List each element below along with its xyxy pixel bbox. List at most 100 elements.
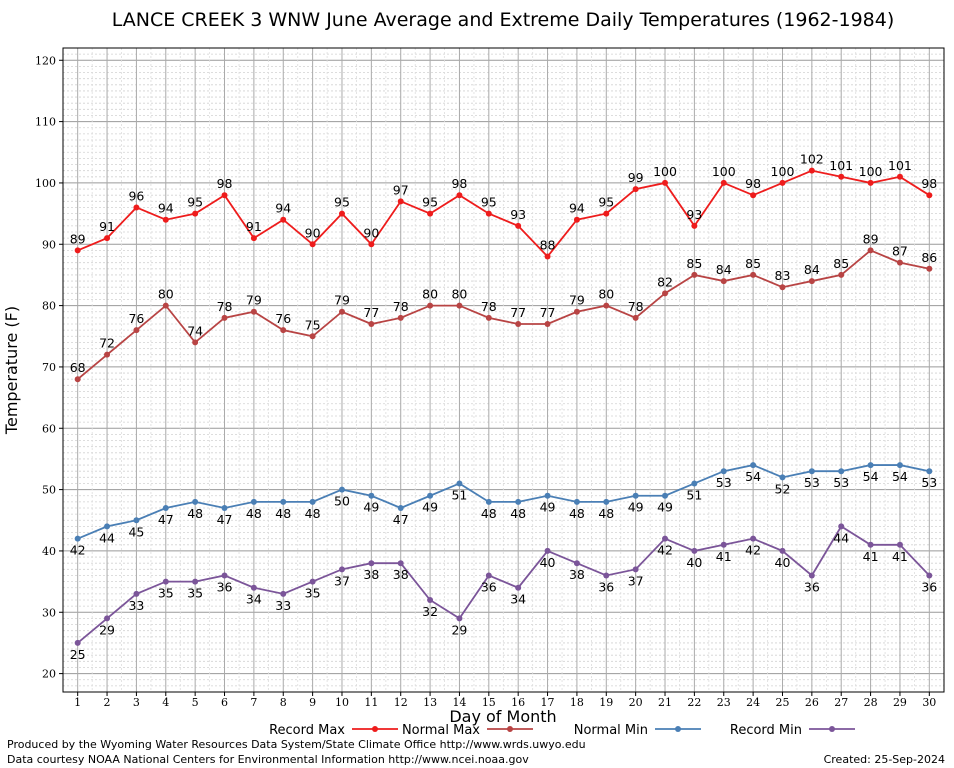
data-label-normal-min: 47 — [217, 512, 233, 527]
data-point-normal-min — [720, 468, 727, 475]
data-label-record-max: 95 — [187, 195, 203, 210]
data-point-normal-max — [691, 271, 698, 278]
data-label-normal-max: 79 — [246, 293, 262, 308]
chart-title: LANCE CREEK 3 WNW June Average and Extre… — [112, 9, 895, 31]
data-point-record-min — [838, 523, 845, 530]
legend-label-normal-max: Normal Max — [402, 723, 480, 738]
data-label-normal-min: 52 — [775, 481, 791, 496]
data-point-normal-min — [368, 492, 375, 499]
data-point-record-max — [485, 210, 492, 217]
data-label-normal-min: 48 — [187, 506, 203, 521]
data-point-record-min — [309, 578, 316, 585]
data-label-record-max: 94 — [275, 201, 291, 216]
data-point-record-max — [456, 192, 463, 199]
data-point-record-max — [338, 210, 345, 217]
data-point-normal-max — [133, 327, 140, 334]
x-tick-label: 6 — [221, 696, 228, 709]
data-point-normal-min — [838, 468, 845, 475]
data-point-record-max — [427, 210, 434, 217]
data-point-normal-min — [808, 468, 815, 475]
data-point-record-min — [662, 535, 669, 542]
data-point-normal-min — [750, 462, 757, 469]
legend-marker-record-min — [829, 726, 835, 732]
data-point-record-min — [133, 590, 140, 597]
data-label-record-min: 38 — [569, 567, 585, 582]
data-point-normal-max — [162, 302, 169, 309]
data-point-normal-min — [544, 492, 551, 499]
y-tick-label: 120 — [35, 54, 56, 67]
data-label-record-max: 102 — [800, 152, 824, 167]
data-label-record-min: 32 — [422, 604, 438, 619]
data-label-record-max: 95 — [334, 195, 350, 210]
y-tick-label: 40 — [42, 545, 56, 558]
legend-label-record-max: Record Max — [269, 723, 345, 738]
data-label-record-max: 94 — [569, 201, 585, 216]
data-label-record-max: 94 — [158, 201, 174, 216]
data-label-normal-min: 47 — [158, 512, 174, 527]
data-point-normal-max — [485, 314, 492, 321]
legend-marker-record-max — [372, 726, 378, 732]
data-label-normal-min: 49 — [540, 500, 556, 515]
data-point-normal-max — [74, 376, 81, 383]
data-point-normal-max — [662, 290, 669, 297]
data-label-normal-max: 72 — [99, 336, 115, 351]
data-point-record-max — [104, 235, 111, 242]
data-point-normal-max — [808, 278, 815, 285]
data-label-normal-max: 76 — [128, 311, 144, 326]
data-point-record-min — [250, 584, 257, 591]
data-point-record-max — [926, 192, 933, 199]
x-tick-label: 7 — [250, 696, 257, 709]
data-label-normal-max: 78 — [628, 299, 644, 314]
data-label-record-min: 35 — [305, 586, 321, 601]
x-tick-label: 20 — [629, 696, 643, 709]
data-point-normal-min — [896, 462, 903, 469]
x-tick-label: 18 — [570, 696, 584, 709]
data-point-normal-max — [250, 308, 257, 315]
data-label-normal-max: 78 — [217, 299, 233, 314]
data-label-normal-min: 53 — [716, 475, 732, 490]
series-line-normal-max — [77, 249, 930, 380]
data-point-record-min — [896, 541, 903, 548]
x-tick-label: 23 — [717, 696, 731, 709]
data-point-record-max — [397, 198, 404, 205]
data-point-record-max — [280, 216, 287, 223]
data-point-record-min — [485, 572, 492, 579]
data-label-record-min: 38 — [363, 567, 379, 582]
y-tick-label: 90 — [42, 238, 56, 251]
data-point-normal-max — [515, 321, 522, 327]
x-tick-label: 17 — [541, 696, 555, 709]
data-label-normal-max: 77 — [510, 305, 526, 320]
x-tick-label: 15 — [482, 696, 496, 709]
data-label-record-max: 95 — [481, 195, 497, 210]
data-point-record-max — [133, 204, 140, 211]
y-tick-label: 60 — [42, 422, 56, 435]
data-label-normal-max: 89 — [863, 231, 879, 246]
data-point-record-max — [250, 235, 257, 242]
x-tick-label: 12 — [394, 696, 408, 709]
footer-produced-by: Produced by the Wyoming Water Resources … — [7, 738, 586, 751]
x-tick-label: 9 — [309, 696, 316, 709]
data-label-record-min: 36 — [598, 579, 614, 594]
y-axis-label: Temperature (F) — [2, 306, 21, 435]
x-tick-label: 26 — [805, 696, 819, 709]
data-label-normal-min: 53 — [833, 475, 849, 490]
data-label-normal-max: 74 — [187, 323, 203, 338]
data-label-record-min: 40 — [540, 555, 556, 570]
y-tick-label: 30 — [42, 606, 56, 619]
data-label-record-max: 98 — [921, 176, 937, 191]
data-point-normal-min — [779, 474, 786, 481]
data-point-normal-max — [720, 278, 727, 285]
data-label-record-max: 93 — [510, 207, 526, 222]
data-label-record-max: 96 — [128, 188, 144, 203]
data-point-normal-max — [544, 321, 551, 327]
data-point-record-min — [74, 639, 81, 646]
legend-marker-normal-min — [675, 726, 681, 732]
data-label-record-max: 91 — [99, 219, 115, 234]
data-point-normal-max — [397, 314, 404, 321]
data-label-record-min: 36 — [481, 579, 497, 594]
series-line-normal-min — [77, 464, 930, 540]
data-label-record-min: 37 — [334, 573, 350, 588]
data-label-record-min: 36 — [804, 579, 820, 594]
data-label-record-min: 40 — [686, 555, 702, 570]
x-tick-label: 10 — [335, 696, 349, 709]
